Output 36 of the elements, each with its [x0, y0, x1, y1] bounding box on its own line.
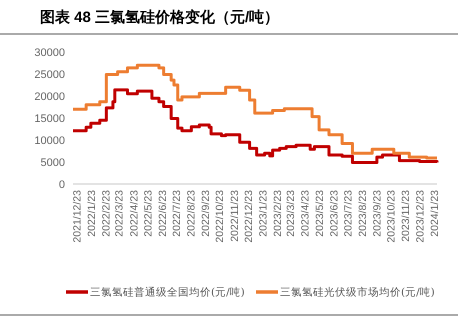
x-tick-label: 2023/2/23	[272, 190, 284, 237]
x-tick-label: 2024/1/23	[428, 190, 441, 237]
x-tick-label: 2023/12/23	[414, 190, 426, 243]
x-tick-label: 2022/8/23	[186, 190, 198, 237]
y-tick-label: 5000	[40, 156, 65, 169]
x-tick-label: 2022/5/23	[142, 190, 154, 237]
x-tick-label: 2023/1/23	[257, 190, 270, 237]
y-tick-label: 25000	[34, 68, 65, 81]
y-tick-label: 10000	[34, 134, 65, 147]
x-tick-label: 2022/11/23	[228, 190, 241, 242]
x-tick-label: 2023/5/23	[314, 190, 326, 237]
y-tick-label: 15000	[34, 112, 65, 125]
x-tick-label: 2022/7/23	[171, 190, 184, 237]
x-tick-label: 2023/8/23	[356, 190, 369, 237]
x-tick-label: 2022/9/23	[200, 190, 212, 237]
x-tick-label: 2023/3/23	[285, 190, 298, 237]
x-tick-label: 2023/11/23	[400, 190, 412, 242]
x-tick-label: 2022/10/23	[214, 190, 226, 243]
chart-title: 图表 48 三氯氢硅价格变化（元/吨）	[40, 8, 280, 26]
y-tick-label: 30000	[34, 46, 65, 59]
x-tick-label: 2023/6/23	[328, 190, 340, 237]
y-tick-label: 0	[58, 178, 65, 191]
x-tick-label: 2022/6/23	[156, 190, 169, 237]
x-tick-label: 2023/10/23	[386, 190, 398, 243]
x-tick-label: 2022/2/23	[100, 190, 113, 237]
x-tick-label: 2021/12/23	[71, 190, 84, 243]
x-tick-label: 2022/12/23	[242, 190, 255, 243]
x-tick-label: 2022/3/23	[114, 190, 126, 237]
legend-label: 三氯氢硅光伏级市场均价(元/吨)	[280, 286, 435, 299]
legend-label: 三氯氢硅普通级全国均价(元/吨)	[90, 286, 245, 299]
x-tick-label: 2023/4/23	[300, 190, 312, 237]
x-tick-label: 2022/4/23	[128, 190, 140, 237]
x-tick-label: 2023/7/23	[342, 190, 354, 237]
x-tick-label: 2023/9/23	[372, 190, 384, 237]
x-tick-label: 2022/1/23	[86, 190, 98, 237]
y-tick-label: 20000	[34, 90, 65, 103]
